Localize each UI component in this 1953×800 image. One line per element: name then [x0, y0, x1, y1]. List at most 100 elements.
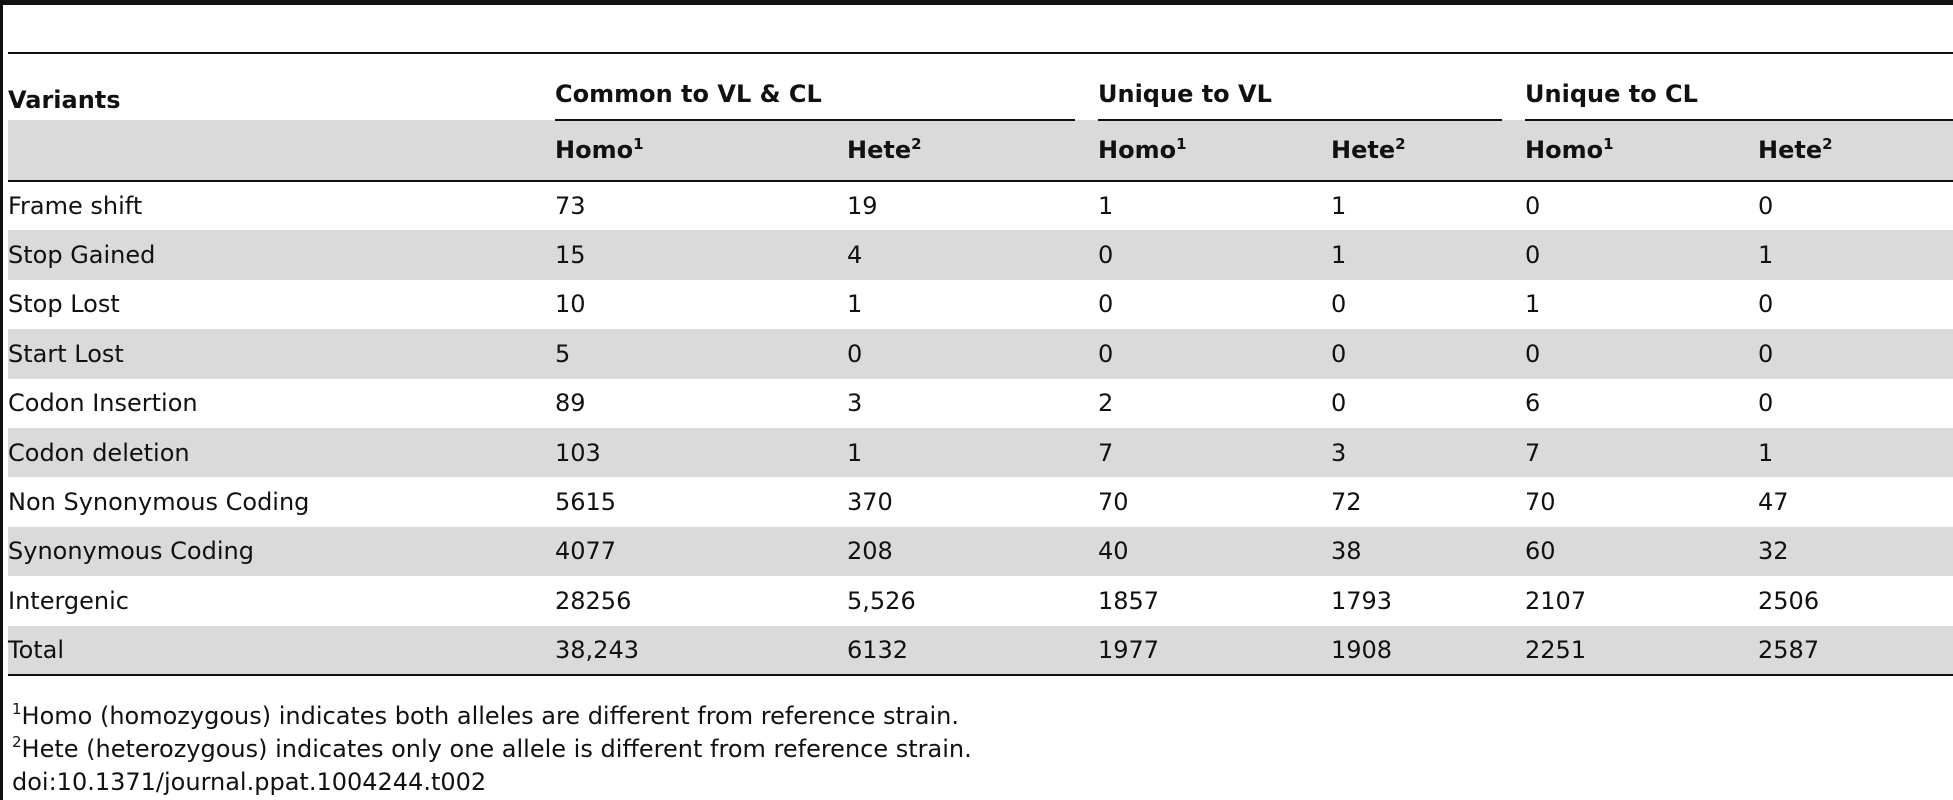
table-row: Codon Insertion 89 3 2 0 6 0 — [8, 379, 1953, 428]
table-cell: 0 — [1525, 339, 1541, 368]
corner-header: Variants — [8, 86, 121, 114]
header-separator-rule — [8, 52, 1953, 54]
doi-link[interactable]: doi:10.1371/journal.ppat.1004244.t002 — [12, 768, 487, 796]
table-cell: 0 — [1758, 290, 1774, 319]
table-cell: 28256 — [555, 586, 632, 615]
table-cell: 0 — [1331, 290, 1347, 319]
row-label: Stop Gained — [8, 241, 156, 270]
table-cell: 1 — [1331, 192, 1347, 221]
subheader-common-homo: Homo1 — [555, 120, 847, 182]
row-label: Non Synonymous Coding — [8, 488, 310, 517]
table-cell: 73 — [555, 192, 586, 221]
table-cell: 89 — [555, 389, 586, 418]
subheader-vl-hete: Hete2 — [1331, 120, 1526, 182]
row-label: Stop Lost — [8, 290, 120, 319]
row-label: Start Lost — [8, 339, 124, 368]
table-cell: 3 — [847, 389, 863, 418]
corner-header-continuation — [8, 120, 555, 182]
table-cell: 0 — [1098, 339, 1114, 368]
table-cell: 103 — [555, 438, 601, 467]
table-cell: 1 — [1758, 438, 1774, 467]
table-cell: 2107 — [1525, 586, 1587, 615]
table-cell: 0 — [1331, 339, 1347, 368]
row-label: Intergenic — [8, 586, 129, 615]
row-label: Codon Insertion — [8, 389, 198, 418]
table-cell: 0 — [1758, 339, 1774, 368]
table-cell: 7 — [1098, 438, 1114, 467]
table-cell: 0 — [847, 339, 863, 368]
row-label: Frame shift — [8, 192, 143, 221]
table-cell: 2251 — [1525, 625, 1759, 676]
group-underline-common — [555, 119, 1075, 121]
table-cell: 2 — [1098, 389, 1114, 418]
table-cell: 1977 — [1098, 625, 1331, 676]
table-cell: 47 — [1758, 488, 1789, 517]
table-row: Frame shift 73 19 1 1 0 0 — [8, 181, 1953, 230]
table-cell: 1 — [1098, 192, 1114, 221]
row-label: Total — [8, 625, 555, 676]
table-row: Stop Lost 10 1 0 0 1 0 — [8, 280, 1953, 329]
table-cell: 1 — [1758, 241, 1774, 270]
top-border-rule — [0, 0, 1953, 5]
group-header-unique-cl: Unique to CL — [1525, 80, 1698, 108]
table-cell: 4 — [847, 241, 863, 270]
table-cell: 60 — [1525, 537, 1556, 566]
table-cell: 370 — [847, 488, 893, 517]
subheader-cl-homo: Homo1 — [1525, 120, 1759, 182]
table-cell: 0 — [1758, 192, 1774, 221]
subheader-vl-homo: Homo1 — [1098, 120, 1331, 182]
table-cell: 208 — [847, 537, 893, 566]
subheader-cl-hete: Hete2 — [1758, 120, 1953, 182]
footnote-2: 2Hete (heterozygous) indicates only one … — [12, 733, 972, 764]
table-cell: 1 — [1525, 290, 1541, 319]
table-cell: 0 — [1098, 241, 1114, 270]
table-cell: 38,243 — [555, 625, 847, 676]
table-cell: 70 — [1098, 488, 1129, 517]
group-underline-unique-vl — [1098, 119, 1502, 121]
table-cell: 3 — [1331, 438, 1347, 467]
group-header-common: Common to VL & CL — [555, 80, 822, 108]
table-cell: 1 — [847, 290, 863, 319]
table-cell: 5 — [555, 339, 571, 368]
table-cell: 1908 — [1331, 625, 1526, 676]
table-cell: 5615 — [555, 488, 617, 517]
table-cell: 6 — [1525, 389, 1541, 418]
table-cell: 15 — [555, 241, 586, 270]
footnote-1: 1Homo (homozygous) indicates both allele… — [12, 700, 959, 731]
table-row: Stop Gained 15 4 0 1 0 1 — [8, 230, 1953, 280]
table-row: Start Lost 5 0 0 0 0 0 — [8, 329, 1953, 379]
table-cell: 7 — [1525, 438, 1541, 467]
subheader-row: Homo1 Hete2 Homo1 Hete2 Homo1 Hete2 — [8, 120, 1953, 182]
table-cell: 0 — [1525, 241, 1541, 270]
table-cell: 0 — [1331, 389, 1347, 418]
table-cell: 1793 — [1331, 586, 1393, 615]
group-header-unique-vl: Unique to VL — [1098, 80, 1272, 108]
table-cell: 32 — [1758, 537, 1789, 566]
table-cell: 0 — [1525, 192, 1541, 221]
table-row: Codon deletion 103 1 7 3 7 1 — [8, 427, 1953, 478]
table-cell: 38 — [1331, 537, 1362, 566]
table-row-total: Total 38,243 6132 1977 1908 2251 2587 — [8, 625, 1953, 676]
table-cell: 4077 — [555, 537, 617, 566]
group-header-row: Variants Common to VL & CL Unique to VL … — [8, 54, 1953, 120]
table-cell: 0 — [1098, 290, 1114, 319]
group-underline-unique-cl — [1525, 119, 1953, 121]
row-label: Synonymous Coding — [8, 537, 254, 566]
table-cell: 70 — [1525, 488, 1556, 517]
table-cell: 19 — [847, 192, 878, 221]
table-cell: 1 — [847, 438, 863, 467]
table-cell: 40 — [1098, 537, 1129, 566]
table-cell: 6132 — [847, 625, 1098, 676]
row-label: Codon deletion — [8, 438, 190, 467]
table-cell: 2587 — [1758, 625, 1953, 676]
left-border-rule — [0, 0, 3, 800]
table-footnotes: 1Homo (homozygous) indicates both allele… — [12, 700, 972, 799]
table-row: Synonymous Coding 4077 208 40 38 60 32 — [8, 526, 1953, 577]
table-cell: 2506 — [1758, 586, 1820, 615]
table-cell: 1857 — [1098, 586, 1160, 615]
table-cell: 10 — [555, 290, 586, 319]
table-cell: 0 — [1758, 389, 1774, 418]
table-row: Intergenic 28256 5,526 1857 1793 2107 25… — [8, 576, 1953, 625]
table-cell: 1 — [1331, 241, 1347, 270]
subheader-common-hete: Hete2 — [847, 120, 1098, 182]
